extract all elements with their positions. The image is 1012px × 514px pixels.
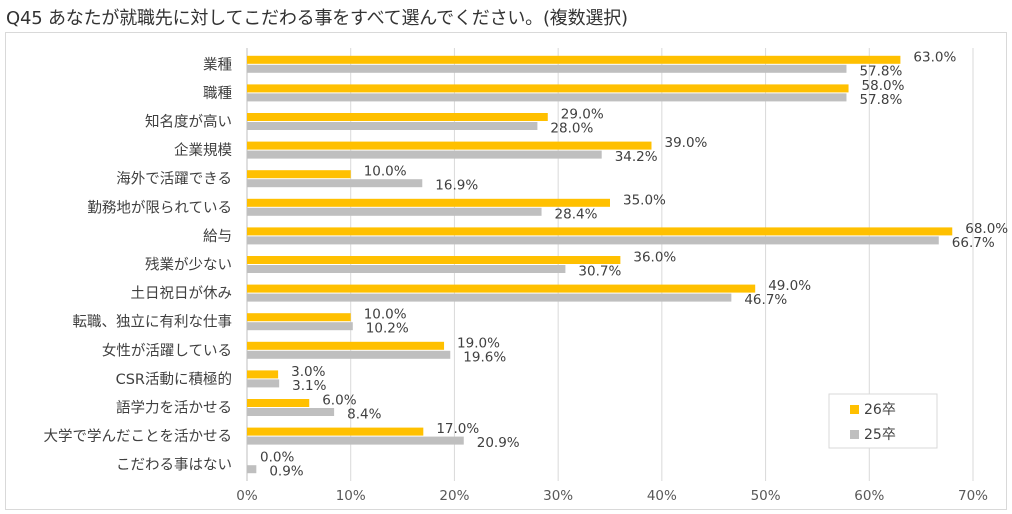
bar-25 (247, 379, 280, 388)
category-label: 海外で活躍できる (116, 171, 232, 188)
bar-25 (247, 436, 464, 445)
bar-26 (247, 227, 953, 236)
bar-25 (247, 150, 602, 159)
legend-box (828, 393, 938, 449)
bars (247, 55, 953, 474)
value-label-25: 0.9% (269, 464, 303, 480)
bar-25 (247, 265, 566, 273)
bar-26 (247, 399, 310, 407)
value-label-26: 0.0% (260, 450, 294, 466)
value-label-26: 63.0% (913, 49, 956, 65)
bar-26 (247, 284, 756, 293)
value-label-25: 8.4% (347, 407, 381, 423)
value-label-25: 19.6% (463, 349, 506, 365)
category-label: 知名度が高い (145, 114, 232, 131)
value-label-25: 57.8% (859, 92, 902, 108)
value-label-26: 68.0% (965, 221, 1008, 237)
bar-26 (247, 198, 610, 207)
value-label-26: 10.0% (364, 164, 407, 180)
category-label: 残業が少ない (145, 257, 232, 274)
value-label-26: 35.0% (623, 192, 666, 208)
bar-25 (247, 179, 423, 188)
value-label-26: 6.0% (322, 393, 356, 409)
bar-26 (247, 170, 351, 179)
value-label-26: 29.0% (561, 107, 604, 123)
x-tick-label: 10% (336, 488, 366, 504)
category-labels: 業種職種知名度が高い企業規模海外で活躍できる勤務地が限られている給与残業が少ない… (44, 56, 233, 473)
bar-26 (247, 341, 445, 350)
x-tick-label: 30% (543, 488, 573, 504)
value-label-26: 10.0% (364, 307, 407, 323)
bar-25 (247, 93, 847, 102)
category-label: 土日祝日が休み (131, 285, 233, 302)
bar-25 (247, 408, 335, 416)
value-label-26: 39.0% (664, 135, 707, 151)
value-label-26: 36.0% (633, 250, 676, 266)
legend-label: 25卒 (864, 427, 896, 443)
category-label: 職種 (203, 85, 232, 102)
value-label-25: 34.2% (615, 149, 658, 165)
value-label-26: 17.0% (436, 421, 479, 437)
x-tick-label: 50% (751, 488, 781, 504)
legend: 26卒 25卒 (828, 393, 938, 449)
bar-25 (247, 350, 451, 359)
bar-26 (247, 55, 901, 64)
bar-26 (247, 256, 621, 264)
category-label: 女性が活躍している (102, 341, 232, 359)
bar-25 (247, 293, 732, 302)
bar-26 (247, 113, 548, 121)
value-label-25: 20.9% (477, 435, 520, 451)
bar-26 (247, 313, 351, 322)
value-label-26: 3.0% (291, 364, 325, 380)
x-tick-label: 40% (647, 488, 677, 504)
legend-swatch (850, 405, 859, 414)
legend-label: 26卒 (864, 402, 896, 418)
value-label-25: 28.0% (550, 121, 593, 137)
bar-25 (247, 236, 939, 245)
bar-26 (247, 370, 279, 379)
value-label-25: 46.7% (744, 292, 787, 308)
value-labels: 63.0% 57.8%58.0%57.8% 29.0%28.0% 39.0% 34.2%… (260, 49, 1008, 479)
value-label-26: 19.0% (457, 335, 500, 351)
legend-swatch (850, 430, 859, 439)
value-label-25: 10.2% (366, 321, 409, 337)
x-tick-label: 70% (958, 488, 988, 504)
category-label: 企業規模 (174, 141, 232, 159)
bar-25 (247, 122, 538, 130)
bar-26 (247, 141, 652, 150)
category-label: 給与 (203, 228, 232, 245)
value-label-25: 16.9% (435, 178, 478, 194)
bar-26 (247, 84, 849, 93)
bar-26 (247, 427, 424, 436)
category-label: こだわる事はない (116, 457, 232, 474)
value-label-26: 58.0% (862, 78, 905, 94)
category-label: 勤務地が限られている (87, 199, 232, 216)
bar-25 (247, 207, 542, 216)
bar-25 (247, 465, 257, 474)
chart-title: Q45 あなたが就職先に対してこだわる事をすべて選んでください。(複数選択) (6, 8, 628, 29)
bar-25 (247, 322, 353, 331)
bar-25 (247, 64, 847, 73)
category-label: CSR活動に積極的 (116, 371, 232, 388)
category-label: 業種 (203, 56, 232, 73)
x-tick-label: 60% (854, 488, 884, 504)
value-label-25: 28.4% (555, 206, 598, 222)
category-label: 大学で学んだことを活かせる (44, 428, 233, 445)
value-label-26: 49.0% (768, 278, 811, 294)
x-tick-label: 20% (439, 488, 469, 504)
category-label: 転職、独立に有利な仕事 (73, 314, 233, 331)
value-label-25: 30.7% (578, 264, 621, 280)
value-label-25: 66.7% (952, 235, 995, 251)
chart-frame (5, 32, 1007, 510)
category-label: 語学力を活かせる (116, 400, 232, 417)
value-label-25: 3.1% (292, 378, 326, 394)
x-tick-label: 0% (236, 488, 258, 504)
value-label-25: 57.8% (859, 63, 902, 79)
x-tick-labels: 0% 10% 20% 30% 40% 50% 60% 70% (236, 488, 988, 504)
